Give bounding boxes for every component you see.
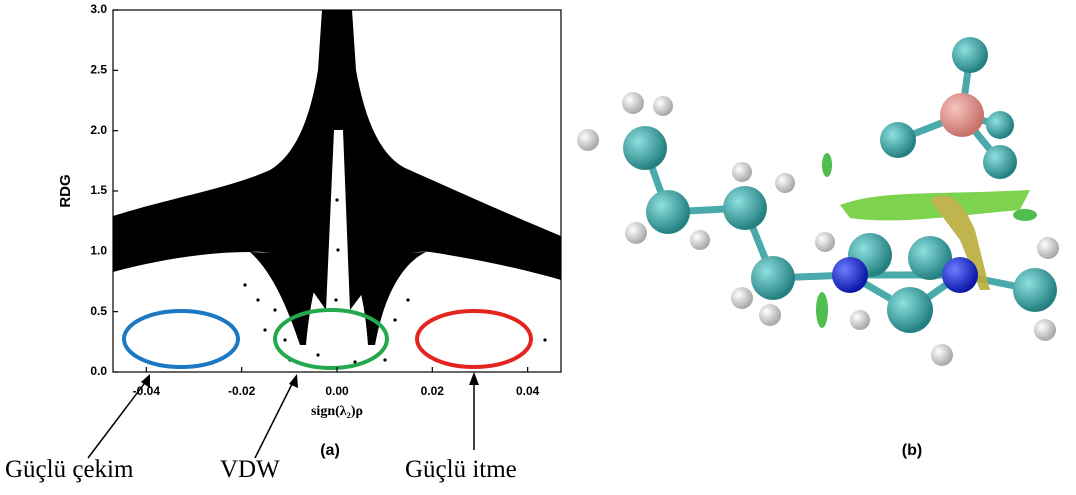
annotation-text: VDW: [220, 456, 280, 483]
figure: RDG sign(λ₂)ρ Güçlü çekim VDW Güçlü itme…: [0, 0, 1076, 495]
molecule: [577, 37, 1059, 366]
x-tick-label: 0.04: [516, 384, 540, 398]
y-tick-label: 0.0: [90, 364, 107, 378]
y-tick-label: 1.0: [90, 244, 107, 258]
x-tick-label: -0.04: [133, 384, 161, 398]
annotations: Güçlü çekim VDW Güçlü itme: [5, 310, 531, 483]
y-tick-label: 2.5: [90, 63, 107, 77]
annotation-ellipse: [124, 311, 238, 367]
annotation-ellipse: [417, 311, 531, 367]
x-tick-label: -0.02: [228, 384, 256, 398]
y-tick-label: 0.5: [90, 304, 107, 318]
annotation-text: Güçlü itme: [405, 456, 517, 483]
annotation-text: Güçlü çekim: [5, 456, 134, 483]
y-tick-label: 1.5: [90, 183, 107, 197]
x-axis-label: sign(λ₂)ρ: [311, 404, 363, 419]
x-tick-label: 0.00: [325, 384, 349, 398]
y-axis-label: RDG: [57, 174, 74, 207]
y-tick-label: 2.0: [90, 123, 107, 137]
panel-label: (b): [902, 442, 922, 459]
panel-label: (a): [320, 442, 340, 459]
x-tick-label: 0.02: [421, 384, 445, 398]
y-tick-label: 3.0: [90, 2, 107, 16]
